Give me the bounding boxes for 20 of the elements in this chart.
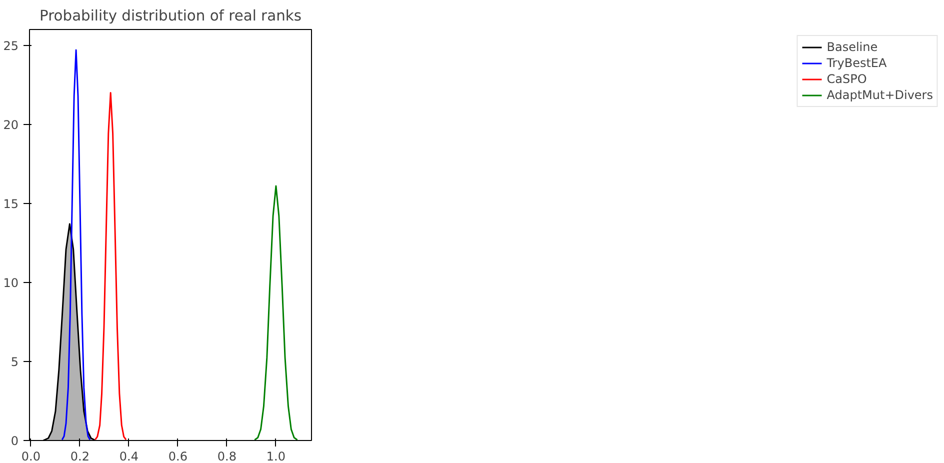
line-series [94,92,127,440]
x-tick-label: 0.4 [119,450,139,463]
x-tick-label: 0.6 [168,450,188,463]
legend-label: TryBestEA [826,56,887,70]
y-tick-label: 15 [3,196,19,211]
y-tick-label: 0 [10,434,19,448]
chart-title: Probability distribution of real ranks [40,8,302,24]
y-tick-label: 5 [10,354,19,369]
x-tick-label: 0.2 [70,450,90,463]
x-tick-label: 0.8 [217,450,237,463]
legend-label: AdaptMut+Divers [826,88,933,102]
y-tick-label: 25 [3,38,19,53]
x-tick-label: 0.0 [21,450,41,463]
y-tick-label: 20 [3,118,19,132]
line-series [61,49,91,440]
legend-label: CaSPO [826,72,867,86]
y-tick-label: 10 [3,276,19,290]
x-tick-label: 1.0 [266,450,286,463]
line-series [254,185,298,440]
legend-label: Baseline [826,40,878,54]
